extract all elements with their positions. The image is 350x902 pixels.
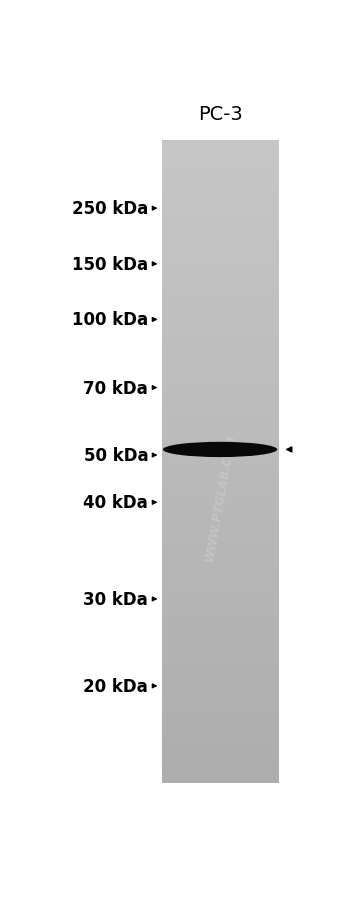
Text: 20 kDa: 20 kDa xyxy=(83,677,148,695)
Text: 40 kDa: 40 kDa xyxy=(83,493,148,511)
Text: PC-3: PC-3 xyxy=(198,106,243,124)
Text: 250 kDa: 250 kDa xyxy=(72,200,148,218)
Ellipse shape xyxy=(163,442,277,457)
Text: 100 kDa: 100 kDa xyxy=(72,311,148,329)
Text: 150 kDa: 150 kDa xyxy=(72,255,148,273)
Text: WWW.PTGLAB.COM: WWW.PTGLAB.COM xyxy=(202,432,238,562)
Text: 70 kDa: 70 kDa xyxy=(83,379,148,397)
Text: 30 kDa: 30 kDa xyxy=(83,590,148,608)
Text: 50 kDa: 50 kDa xyxy=(84,446,148,465)
